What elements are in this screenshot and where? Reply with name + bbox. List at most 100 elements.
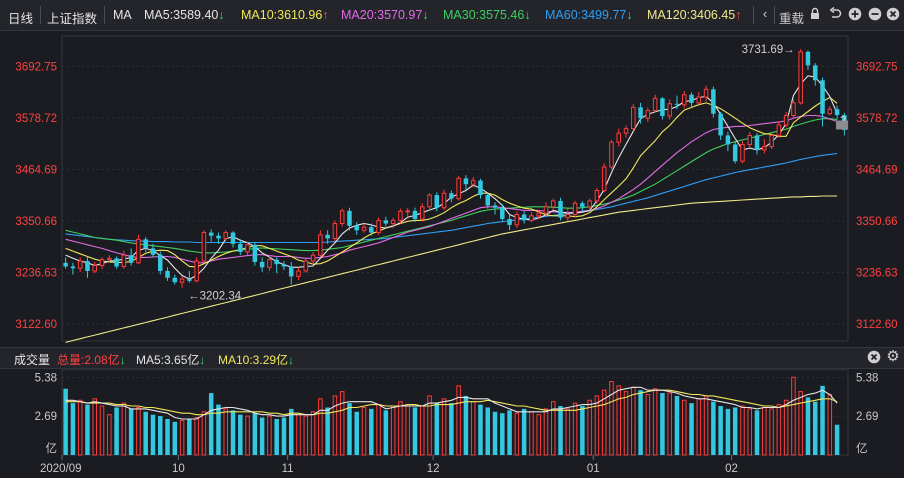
volume-bar: [812, 401, 818, 455]
volume-bar: [267, 415, 272, 456]
ma-line-ma30: [65, 118, 838, 254]
candle: [616, 132, 622, 143]
candle: [376, 219, 381, 234]
volume-bar: [703, 395, 709, 456]
volume-bar: [587, 399, 592, 456]
candle: [179, 278, 185, 283]
volume-bar: [478, 404, 483, 455]
volume-bar: [485, 407, 491, 455]
volume-bar: [63, 388, 68, 455]
volume-bar: [594, 395, 600, 456]
ma60-label: MA60:3499.77↓: [545, 8, 633, 22]
volume-bar: [754, 410, 760, 455]
plot-frame: [61, 35, 849, 342]
volume-unit-right: 亿: [856, 442, 868, 455]
candle: [521, 214, 527, 221]
candle: [267, 259, 272, 268]
volume-bar: [747, 408, 753, 456]
volume-bar: [529, 411, 534, 456]
volume-bar: [216, 404, 221, 455]
candle: [645, 110, 651, 119]
ma20-label: MA20:3570.97↓: [341, 8, 429, 22]
volume-vol-ma10-line: [65, 389, 838, 416]
scroll-left-icon[interactable]: ‹: [762, 6, 768, 21]
candle: [572, 202, 578, 215]
reset-button[interactable]: 重载: [779, 12, 805, 26]
volume-bar: [70, 403, 76, 455]
gear-icon[interactable]: ⚙: [886, 348, 900, 365]
zoom-in-icon[interactable]: [848, 7, 862, 21]
volume-bar: [463, 395, 469, 455]
x-tick-label: 11: [282, 463, 294, 475]
candle: [77, 260, 83, 269]
candle: [609, 141, 614, 168]
candle: [259, 261, 265, 268]
volume-title[interactable]: 成交量: [14, 353, 51, 367]
lock-icon[interactable]: [808, 7, 822, 21]
candle: [194, 260, 199, 282]
volume-bar: [201, 411, 207, 456]
candlestick-chart[interactable]: 3692.75 3692.75 3578.72 3578.72 3464.69 3464.…: [0, 31, 904, 347]
volume-bar: [143, 411, 148, 455]
ma-line-ma20: [65, 114, 838, 264]
x-tick-label: 01: [587, 463, 600, 475]
arrow-down-icon: ↓: [119, 353, 126, 367]
arrow-down-icon: ↓: [288, 353, 295, 367]
volume-bar: [99, 405, 105, 456]
volume-tick-left: 2.69: [35, 411, 57, 423]
volume-bar: [805, 397, 811, 455]
undo-icon[interactable]: [828, 6, 842, 21]
volume-bar: [456, 385, 461, 456]
volume-bar: [172, 421, 178, 455]
volume-bar: [383, 410, 389, 455]
candle: [187, 279, 192, 281]
ma-line-ma10: [65, 96, 838, 268]
price-tick-right: 3236.63: [856, 267, 898, 279]
candle: [208, 232, 214, 236]
volume-bar: [376, 404, 381, 456]
volume-bar: [230, 410, 236, 455]
high-annotation: 3731.69→: [742, 44, 795, 56]
ma-line-ma60: [65, 152, 838, 244]
volume-bar: [288, 408, 294, 455]
price-tick-right: 3464.69: [856, 164, 898, 176]
volume-bar: [558, 406, 563, 455]
candle: [201, 232, 207, 262]
volume-bar: [769, 408, 774, 456]
candle: [310, 254, 316, 262]
volume-bar: [332, 395, 338, 456]
divider: [774, 6, 775, 24]
indicator-name[interactable]: MA: [113, 8, 132, 22]
volume-bar: [259, 417, 265, 455]
ma-line-ma120: [65, 195, 838, 343]
volume-vol-ma5-line: [65, 386, 838, 420]
candle: [681, 94, 687, 106]
close-icon[interactable]: [886, 7, 900, 21]
ma10-label: MA10:3610.96↑: [241, 8, 329, 22]
close-icon[interactable]: [867, 350, 881, 364]
volume-bar: [354, 411, 360, 455]
volume-bar: [492, 411, 498, 455]
index-name[interactable]: 上证指数: [47, 12, 98, 26]
volume-bar: [252, 413, 258, 455]
low-annotation: ←3202.34: [188, 291, 242, 303]
volume-bar: [274, 418, 279, 455]
volume-bar: [762, 406, 767, 456]
volume-bar: [296, 414, 301, 456]
candle: [463, 178, 469, 185]
zoom-out-icon[interactable]: [868, 7, 882, 21]
candle: [543, 206, 549, 214]
candle: [747, 134, 753, 145]
candle: [696, 96, 702, 104]
volume-bar: [128, 408, 134, 455]
period-tab[interactable]: 日线: [8, 12, 34, 26]
volume-bar: [601, 389, 607, 456]
candle: [361, 226, 367, 231]
candle: [318, 234, 323, 256]
candle: [798, 51, 803, 104]
volume-tick-right: 2.69: [856, 411, 878, 423]
volume-bar: [339, 391, 345, 456]
volume-bar: [536, 414, 541, 456]
volume-bar: [696, 398, 702, 456]
candle: [529, 215, 534, 221]
